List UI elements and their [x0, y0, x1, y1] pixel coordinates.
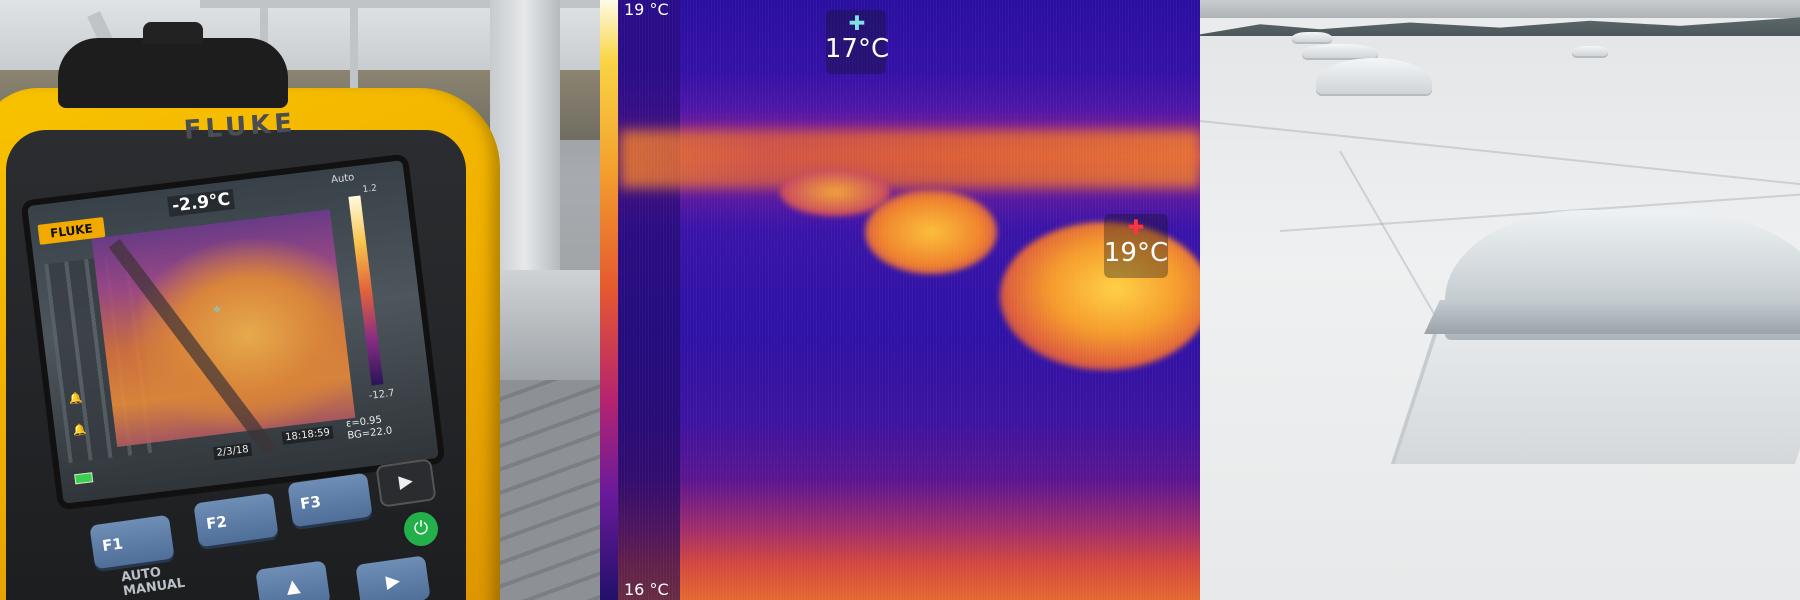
crosshair-icon: ⌖: [212, 301, 223, 319]
scale-max-label: 19 °C: [624, 0, 669, 19]
bell-icon: 🔔: [68, 390, 84, 406]
skylight-dome-mid: [1316, 58, 1432, 94]
crosshair-icon: ✚: [1127, 215, 1145, 239]
bell-icon: 🔔: [72, 422, 88, 438]
camera-handle: [58, 22, 288, 108]
railing: [200, 0, 600, 8]
hot-spot-temp: 19°C: [1103, 238, 1169, 268]
concrete-pillar: [490, 0, 560, 280]
warm-blob-skylight-far: [780, 168, 890, 216]
scale-min-label: 16 °C: [624, 580, 669, 599]
play-button[interactable]: ▶: [375, 458, 437, 508]
up-arrow-icon: ▲: [284, 575, 302, 598]
power-icon: ⏻: [413, 518, 429, 539]
right-arrow-icon: ▶: [384, 570, 402, 593]
skylight-frame: [1424, 300, 1800, 334]
crosshair-icon: ✚: [848, 11, 866, 35]
power-button[interactable]: ⏻: [404, 512, 438, 546]
camera-screen: FLUKE -2.9°C Auto 1.2 -12.7 ⌖ ε=0.95 BG=…: [27, 160, 439, 504]
camera-photo: FLUKE FLUKE -2.9°C Auto 1.2 -12.7 ⌖ ε=0.…: [0, 0, 600, 600]
cold-spot-temp: 17°C: [824, 34, 890, 64]
skylight-dome-far: [1292, 32, 1332, 42]
color-scale-bar: [600, 0, 618, 600]
warm-blob-skylight-near: [1000, 222, 1200, 370]
skylight-curb: [1394, 334, 1800, 464]
scale-max: 1.2: [362, 183, 378, 196]
hot-spot-marker: ✚ 19°C: [1100, 216, 1172, 268]
play-icon: ▶: [397, 470, 415, 493]
skylight-dome-far: [1302, 44, 1378, 58]
skylight-dome-far: [1572, 46, 1608, 56]
cold-spot-marker: ✚ 17°C: [822, 12, 892, 64]
thermal-overlay: [91, 209, 356, 447]
sky: [1200, 0, 1800, 18]
warm-blob-skylight-mid: [865, 190, 997, 274]
roof-photo: [1200, 0, 1800, 600]
warm-band: [620, 130, 1200, 188]
thermal-image: 19 °C 16 °C ✚ 17°C ✚ 19°C: [600, 0, 1200, 600]
